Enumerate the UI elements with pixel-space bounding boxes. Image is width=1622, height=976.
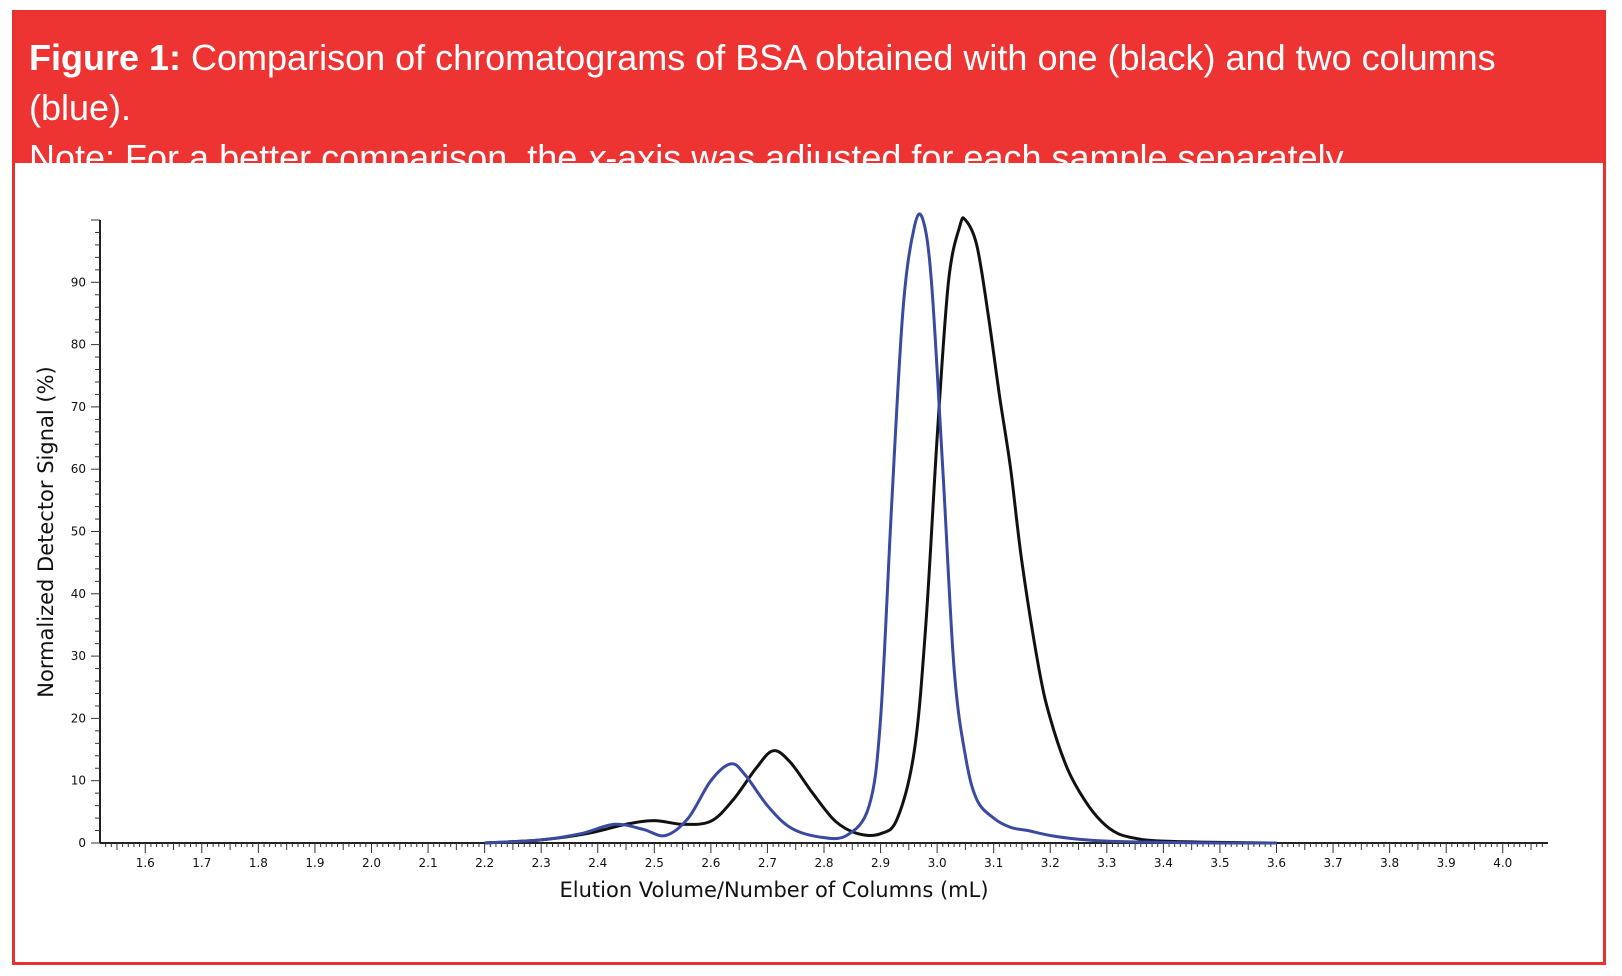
x-tick-label: 4.0 [1493, 856, 1512, 870]
x-tick-label: 3.8 [1380, 856, 1399, 870]
x-tick-label: 3.5 [1210, 856, 1229, 870]
x-tick-label: 2.0 [362, 856, 381, 870]
series-line-blue [484, 212, 1277, 845]
y-tick-label: 40 [71, 587, 86, 601]
x-tick-label: 2.1 [419, 856, 438, 870]
series-lines [484, 212, 1277, 845]
caption-x-variable: x [587, 137, 606, 178]
x-tick-label: 2.2 [475, 856, 494, 870]
x-axis: 1.6 1.7 1.8 1.9 2.0 2.1 2.2 2.3 2.4 2.5 2.6 2.7 2.8 2… [100, 842, 1548, 870]
x-tick-label: 1.6 [136, 856, 155, 870]
x-tick-label: 3.0 [928, 856, 947, 870]
caption-note-start: Note: For a better comparison, the [29, 137, 588, 178]
y-tick-label: 60 [71, 462, 86, 476]
y-tick-label: 80 [71, 338, 86, 352]
x-tick-label: 2.6 [701, 856, 720, 870]
y-tick-label: 30 [71, 649, 86, 663]
x-tick-label: 2.5 [645, 856, 664, 870]
caption-line-1: Figure 1: Comparison of chromatograms of… [29, 33, 1587, 133]
x-tick-label: 1.9 [305, 856, 324, 870]
x-tick-label: 2.8 [814, 856, 833, 870]
caption-note-end: -axis was adjusted for each sample separ… [605, 137, 1351, 178]
y-axis: 0 10 20 30 40 50 60 70 80 90 [71, 219, 101, 850]
x-tick-label: 2.4 [588, 856, 607, 870]
x-tick-label: 3.2 [1041, 856, 1060, 870]
figure-caption: Figure 1: Comparison of chromatograms of… [15, 13, 1603, 178]
series-line-black [484, 216, 1277, 845]
x-tick-label: 3.6 [1267, 856, 1286, 870]
x-tick-label: 2.3 [532, 856, 551, 870]
x-tick-label: 2.9 [871, 856, 890, 870]
x-tick-label: 2.7 [758, 856, 777, 870]
x-tick-label: 3.7 [1324, 856, 1343, 870]
x-tick-label: 1.7 [192, 856, 211, 870]
y-tick-label: 50 [71, 525, 86, 539]
figure-frame: Figure 1: Comparison of chromatograms of… [12, 10, 1606, 965]
x-tick-label: 3.3 [1097, 856, 1116, 870]
x-tick-label: 3.9 [1437, 856, 1456, 870]
y-tick-label: 10 [71, 774, 86, 788]
x-tick-label: 3.1 [984, 856, 1003, 870]
y-tick-label: 0 [78, 836, 86, 850]
y-tick-label: 90 [71, 275, 86, 289]
figure-label: Figure 1: [29, 37, 182, 78]
x-axis-title: Elution Volume/Number of Columns (mL) [559, 878, 988, 902]
y-tick-label: 70 [71, 400, 86, 414]
x-tick-label: 3.4 [1154, 856, 1173, 870]
caption-line-2: Note: For a better comparison, the x-axi… [29, 133, 1587, 183]
y-tick-label: 20 [71, 711, 86, 725]
x-tick-label: 1.8 [249, 856, 268, 870]
y-axis-title: Normalized Detector Signal (%) [34, 366, 58, 697]
caption-text: Comparison of chromatograms of BSA obtai… [29, 37, 1496, 128]
